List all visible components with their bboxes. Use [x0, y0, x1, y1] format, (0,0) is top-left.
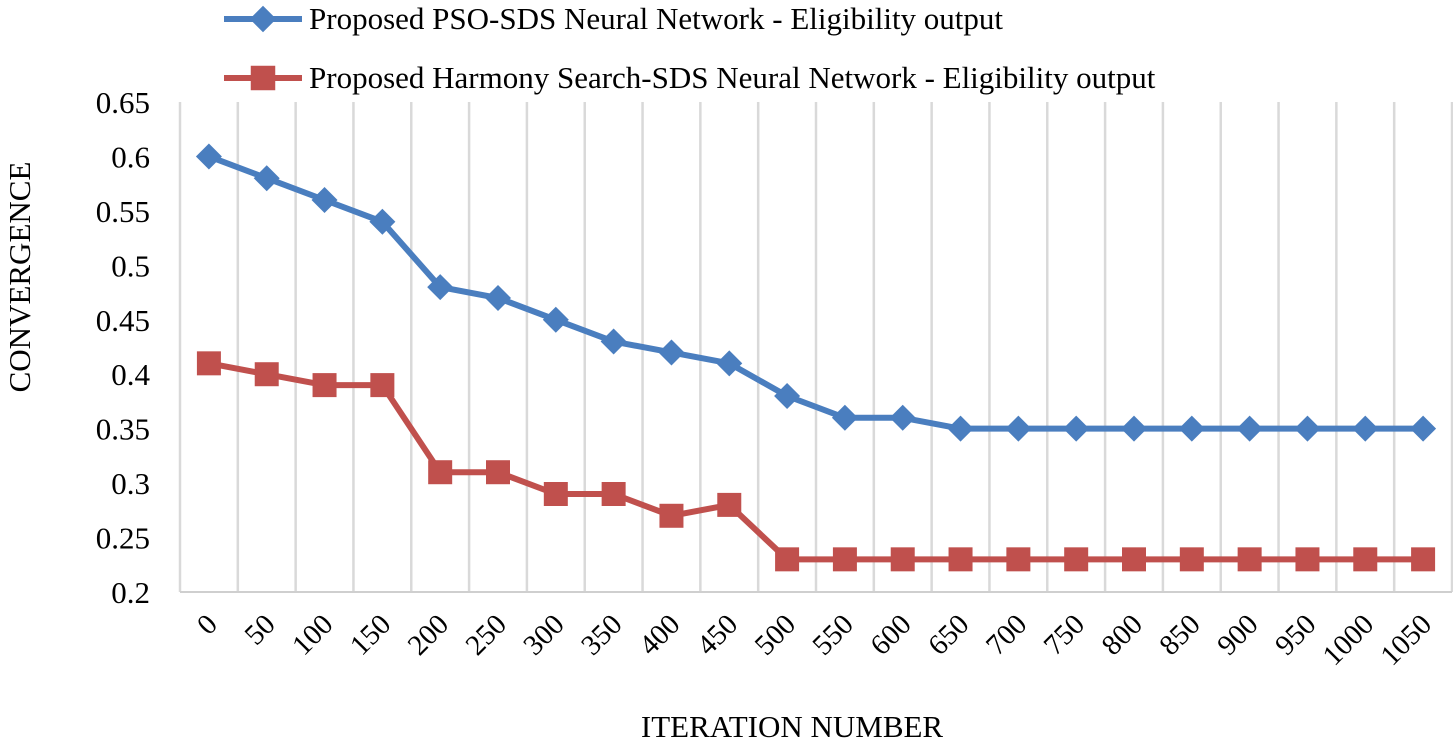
- y-axis-ticks: 0.2 0.25 0.3 0.35 0.4 0.45 0.5 0.55 0.6 0.65: [96, 85, 151, 610]
- data-point-diamond: [1063, 415, 1090, 442]
- y-tick-label: 0.5: [111, 248, 150, 283]
- y-axis-title: CONVERGENCE: [2, 162, 37, 393]
- series-layer: [195, 143, 1437, 572]
- data-point-square: [486, 460, 510, 485]
- data-point-square: [948, 547, 973, 572]
- data-point-square: [1006, 547, 1031, 572]
- data-point-diamond: [542, 306, 569, 333]
- x-tick-label: 0: [191, 608, 224, 641]
- data-point-diamond: [1410, 415, 1437, 442]
- x-tick-label: 650: [922, 608, 975, 661]
- data-point-square: [250, 65, 276, 91]
- data-point-diamond: [427, 274, 454, 301]
- data-point-square: [1179, 547, 1204, 572]
- data-point-square: [1064, 547, 1089, 572]
- data-point-square: [312, 373, 337, 398]
- x-tick-label: 850: [1153, 608, 1206, 661]
- data-point-square: [832, 547, 857, 572]
- y-tick-label: 0.35: [96, 412, 150, 447]
- data-point-diamond: [311, 187, 338, 213]
- data-point-diamond: [1236, 415, 1263, 442]
- legend-label: Proposed PSO-SDS Neural Network - Eligib…: [309, 1, 1003, 36]
- x-axis-title: ITERATION NUMBER: [641, 709, 944, 744]
- data-point-square: [1411, 547, 1436, 572]
- series-1: [195, 143, 1437, 442]
- x-tick-label: 700: [980, 608, 1033, 661]
- data-point-square: [1122, 547, 1146, 572]
- data-point-diamond: [889, 404, 916, 431]
- data-point-diamond: [600, 328, 627, 355]
- data-point-square: [659, 503, 684, 528]
- data-point-diamond: [658, 339, 685, 366]
- data-point-diamond: [195, 143, 222, 170]
- x-tick-label: 750: [1038, 608, 1091, 661]
- vertical-gridlines: [178, 102, 1453, 592]
- series-line: [208, 360, 1424, 563]
- data-point-diamond: [1352, 415, 1379, 442]
- y-tick-label: 0.25: [96, 521, 150, 556]
- data-point-square: [890, 547, 915, 572]
- data-point-square: [1237, 547, 1262, 572]
- data-point-square: [196, 351, 221, 376]
- legend-label: Proposed Harmony Search-SDS Neural Netwo…: [309, 60, 1156, 95]
- x-tick-label: 1000: [1317, 608, 1381, 672]
- data-point-square: [1353, 547, 1378, 572]
- x-axis-ticks: 0 50 100 150 200 250 300 350 400 450 500 550 600 650 7…: [191, 608, 1438, 672]
- legend-item: Proposed PSO-SDS Neural Network - Eligib…: [224, 1, 1003, 36]
- y-tick-label: 0.6: [111, 139, 150, 174]
- y-tick-label: 0.65: [96, 85, 150, 120]
- data-point-diamond: [716, 350, 743, 377]
- legend-item: Proposed Harmony Search-SDS Neural Netwo…: [224, 60, 1156, 95]
- y-tick-label: 0.45: [96, 303, 150, 338]
- data-point-diamond: [249, 5, 277, 33]
- x-tick-label: 350: [575, 608, 628, 661]
- data-point-diamond: [947, 415, 974, 442]
- y-tick-label: 0.4: [111, 357, 150, 392]
- x-tick-label: 900: [1211, 608, 1264, 661]
- y-tick-label: 0.2: [111, 575, 150, 610]
- data-point-diamond: [831, 404, 858, 431]
- x-tick-label: 150: [344, 608, 397, 661]
- x-tick-label: 600: [864, 608, 917, 661]
- x-tick-label: 550: [806, 608, 859, 661]
- data-point-square: [543, 482, 568, 506]
- data-point-square: [717, 492, 742, 517]
- x-tick-label: 50: [239, 608, 282, 651]
- data-point-diamond: [369, 208, 396, 235]
- x-tick-label: 200: [402, 608, 455, 661]
- x-tick-label: 250: [460, 608, 513, 661]
- data-point-square: [370, 373, 395, 398]
- data-point-square: [775, 547, 800, 572]
- data-point-diamond: [253, 165, 280, 192]
- data-point-diamond: [1178, 415, 1205, 442]
- x-tick-label: 500: [749, 608, 802, 661]
- data-point-square: [428, 460, 453, 485]
- x-tick-label: 100: [286, 608, 339, 661]
- y-tick-label: 0.55: [96, 194, 150, 229]
- data-point-diamond: [1005, 415, 1032, 442]
- x-tick-label: 1050: [1374, 608, 1438, 672]
- data-point-square: [254, 362, 279, 387]
- series-2: [196, 351, 1436, 572]
- data-point-diamond: [485, 285, 511, 311]
- x-tick-label: 800: [1096, 608, 1149, 661]
- data-point-diamond: [1294, 415, 1321, 442]
- x-tick-label: 950: [1269, 608, 1322, 661]
- y-tick-label: 0.3: [111, 466, 150, 501]
- data-point-square: [1295, 547, 1320, 572]
- legend: Proposed PSO-SDS Neural Network - Eligib…: [224, 1, 1156, 95]
- x-tick-label: 400: [633, 608, 686, 661]
- data-point-diamond: [774, 383, 801, 409]
- x-tick-label: 450: [691, 608, 744, 661]
- x-tick-label: 300: [517, 608, 570, 661]
- series-line: [207, 153, 1424, 432]
- data-point-diamond: [1121, 415, 1147, 442]
- data-point-square: [601, 482, 626, 506]
